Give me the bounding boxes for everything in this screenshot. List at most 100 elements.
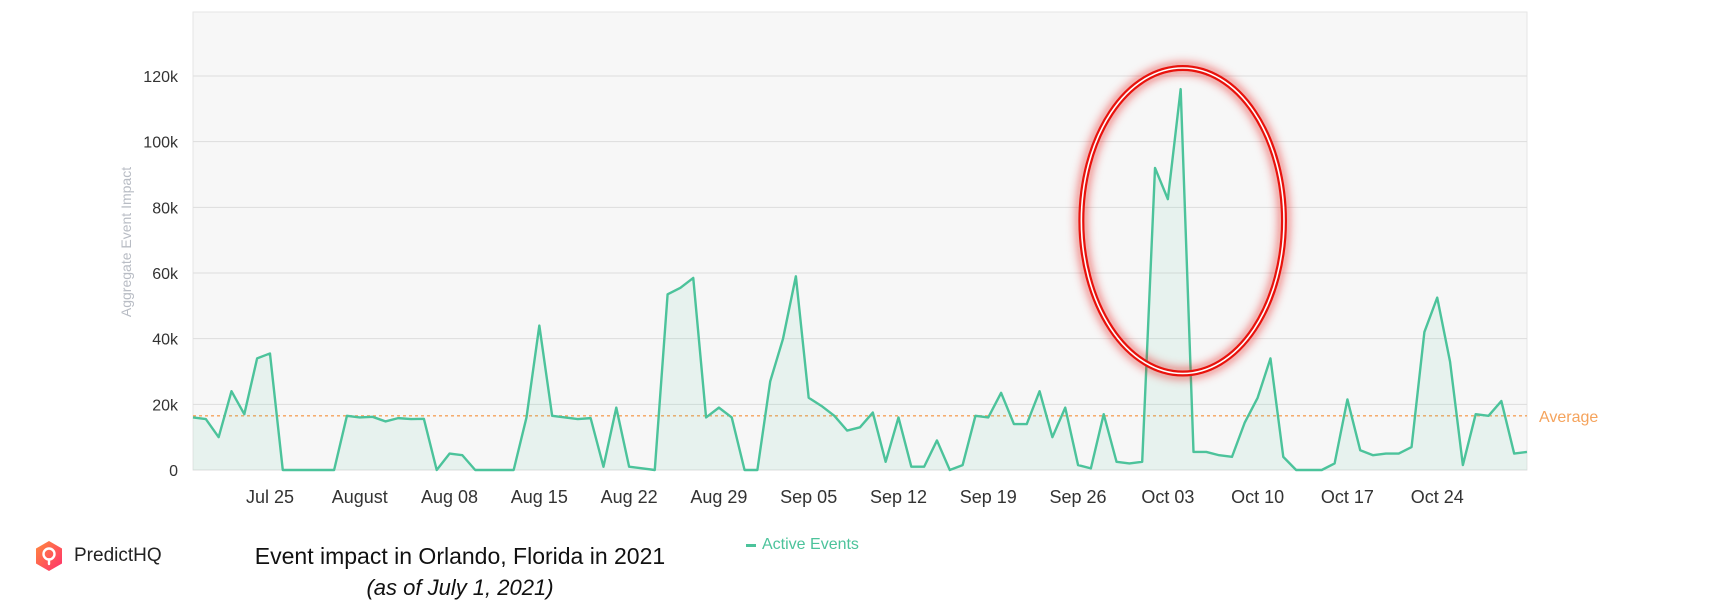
data-point bbox=[718, 406, 720, 408]
data-point bbox=[1038, 390, 1040, 392]
data-point bbox=[589, 417, 591, 419]
data-point bbox=[1423, 331, 1425, 333]
data-point bbox=[564, 416, 566, 418]
data-point bbox=[731, 416, 733, 418]
brand-logo: PredictHQ bbox=[34, 540, 162, 572]
data-point bbox=[423, 418, 425, 420]
data-point bbox=[1013, 423, 1015, 425]
data-point bbox=[897, 416, 899, 418]
data-point bbox=[1000, 392, 1002, 394]
data-point bbox=[359, 416, 361, 418]
data-point bbox=[217, 436, 219, 438]
data-point bbox=[384, 420, 386, 422]
data-point bbox=[1526, 451, 1528, 453]
caption-subtitle: (as of July 1, 2021) bbox=[366, 575, 554, 600]
data-point bbox=[1179, 88, 1181, 90]
data-point bbox=[474, 469, 476, 471]
data-point bbox=[1141, 461, 1143, 463]
x-tick-label: Oct 10 bbox=[1231, 487, 1284, 507]
data-point bbox=[1205, 451, 1207, 453]
caption: Event impact in Orlando, Florida in 2021… bbox=[230, 540, 690, 604]
data-point bbox=[269, 352, 271, 354]
x-tick-label: Sep 12 bbox=[870, 487, 927, 507]
y-tick-label: 40k bbox=[152, 332, 179, 349]
y-tick-label: 20k bbox=[152, 397, 179, 414]
data-point bbox=[795, 275, 797, 277]
data-point bbox=[1090, 467, 1092, 469]
y-tick-label: 120k bbox=[143, 69, 179, 86]
data-point bbox=[205, 418, 207, 420]
y-tick-label: 60k bbox=[152, 266, 179, 283]
x-tick-label: August bbox=[332, 487, 388, 507]
data-point bbox=[743, 469, 745, 471]
data-point bbox=[641, 467, 643, 469]
data-point bbox=[910, 466, 912, 468]
data-point bbox=[397, 417, 399, 419]
data-point bbox=[256, 357, 258, 359]
data-point bbox=[833, 415, 835, 417]
data-point bbox=[1321, 469, 1323, 471]
data-point bbox=[448, 452, 450, 454]
data-point bbox=[1231, 456, 1233, 458]
x-tick-label: Aug 08 bbox=[421, 487, 478, 507]
highlight-ellipse-inner bbox=[1080, 67, 1285, 375]
data-point bbox=[961, 464, 963, 466]
data-point bbox=[807, 397, 809, 399]
data-point bbox=[1192, 451, 1194, 453]
y-tick-label: 80k bbox=[152, 200, 179, 217]
predicthq-pin-icon bbox=[36, 541, 62, 571]
data-point bbox=[1474, 413, 1476, 415]
data-point bbox=[949, 469, 951, 471]
data-point bbox=[1513, 452, 1515, 454]
data-point bbox=[538, 324, 540, 326]
data-point bbox=[974, 415, 976, 417]
x-tick-label: Aug 15 bbox=[511, 487, 568, 507]
data-point bbox=[1385, 452, 1387, 454]
data-point bbox=[1077, 464, 1079, 466]
data-point bbox=[1115, 461, 1117, 463]
data-point bbox=[1449, 360, 1451, 362]
data-point bbox=[436, 469, 438, 471]
data-point bbox=[705, 416, 707, 418]
average-label: Average bbox=[1539, 409, 1598, 426]
y-tick-label: 100k bbox=[143, 135, 179, 152]
data-point bbox=[1500, 400, 1502, 402]
data-point bbox=[846, 429, 848, 431]
data-point bbox=[1333, 462, 1335, 464]
data-point bbox=[782, 337, 784, 339]
data-point bbox=[1295, 469, 1297, 471]
x-tick-label: Jul 25 bbox=[246, 487, 294, 507]
x-tick-label: Oct 17 bbox=[1321, 487, 1374, 507]
x-tick-label: Aug 29 bbox=[690, 487, 747, 507]
data-point bbox=[820, 405, 822, 407]
legend[interactable]: Active Events bbox=[746, 536, 859, 554]
data-point bbox=[1398, 452, 1400, 454]
x-tick-label: Sep 26 bbox=[1050, 487, 1107, 507]
x-tick-label: Oct 03 bbox=[1141, 487, 1194, 507]
data-point bbox=[628, 466, 630, 468]
data-point bbox=[461, 454, 463, 456]
data-point bbox=[1244, 421, 1246, 423]
data-point bbox=[1410, 446, 1412, 448]
data-point bbox=[1462, 464, 1464, 466]
data-point bbox=[1051, 436, 1053, 438]
data-point bbox=[1487, 415, 1489, 417]
data-point bbox=[872, 411, 874, 413]
series-line bbox=[192, 87, 1528, 472]
data-point bbox=[282, 469, 284, 471]
x-tick-label: Oct 24 bbox=[1411, 487, 1464, 507]
data-point bbox=[1154, 167, 1156, 169]
data-point bbox=[487, 469, 489, 471]
x-tick-label: Sep 05 bbox=[780, 487, 837, 507]
x-tick-label: Sep 19 bbox=[960, 487, 1017, 507]
data-point bbox=[769, 380, 771, 382]
data-point bbox=[1218, 454, 1220, 456]
y-axis-label: Aggregate Event Impact bbox=[118, 167, 134, 317]
data-point bbox=[1026, 423, 1028, 425]
data-point bbox=[371, 416, 373, 418]
data-point bbox=[936, 439, 938, 441]
data-point bbox=[615, 406, 617, 408]
brand-name: PredictHQ bbox=[74, 545, 162, 566]
data-point bbox=[346, 415, 348, 417]
